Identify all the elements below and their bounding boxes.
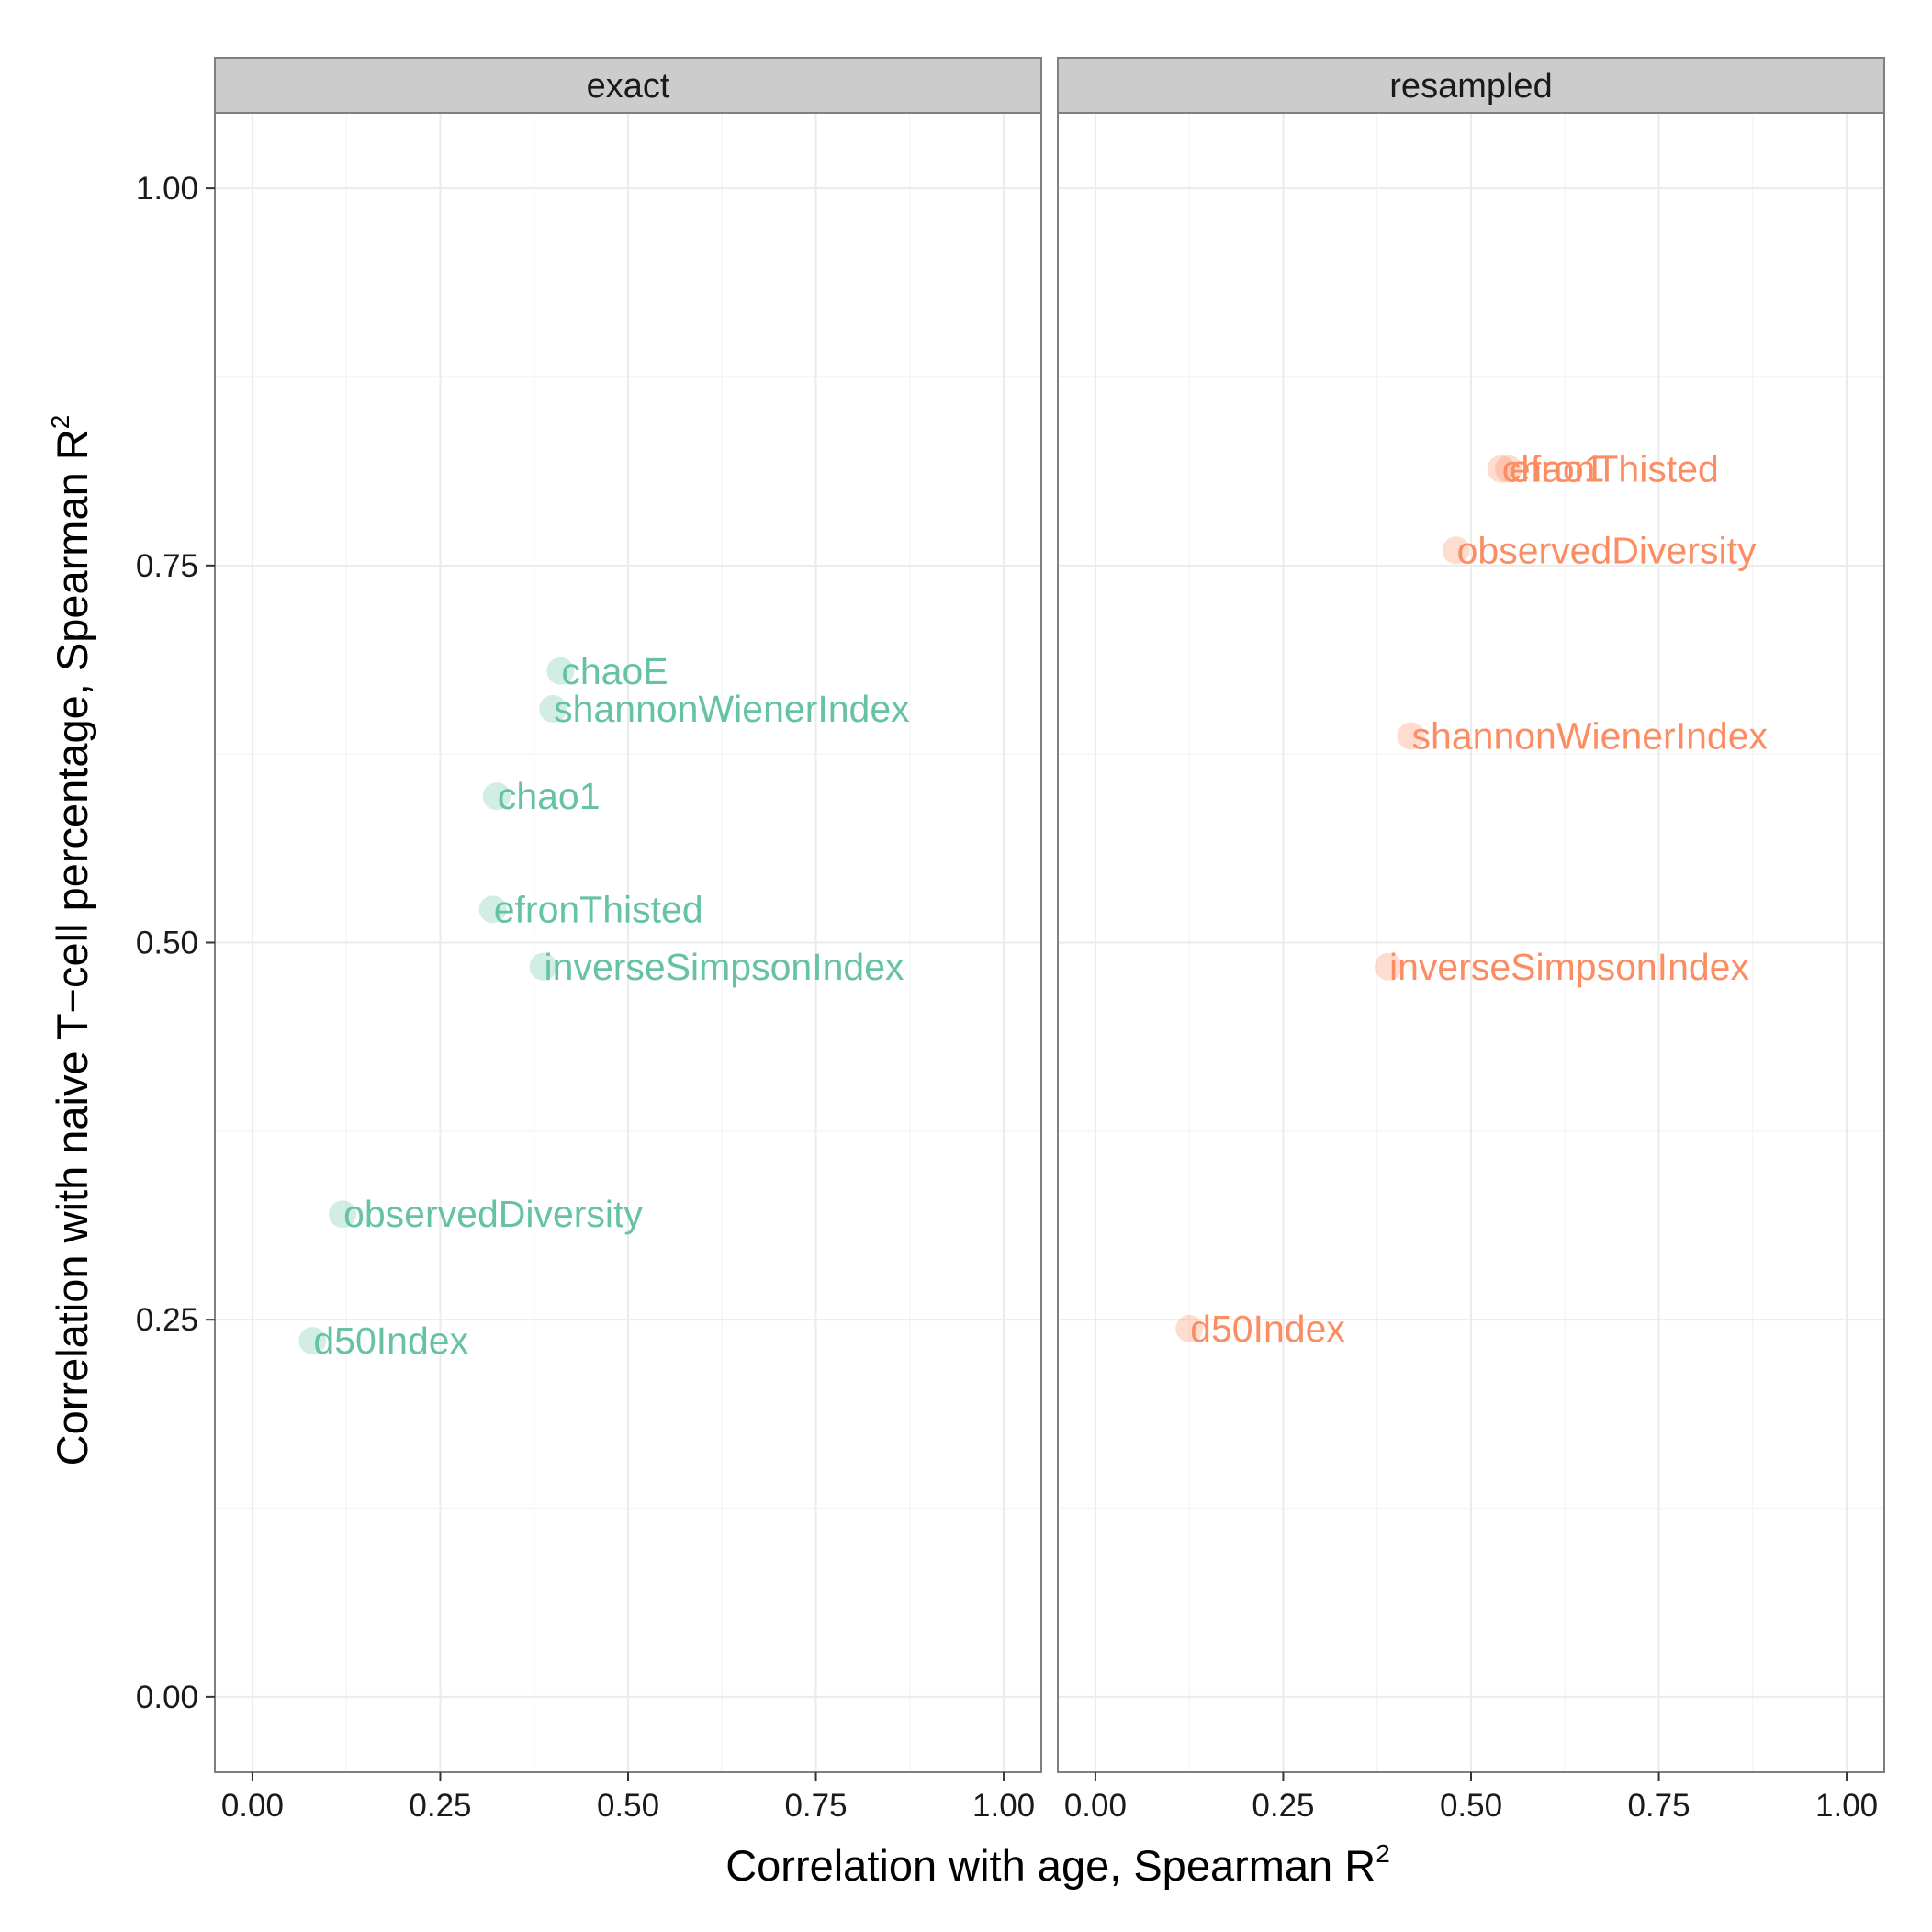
point-exact-d50Index [298,1327,327,1355]
point-exact-chao1 [482,782,511,811]
x-tick-label: 1.00 [1815,1788,1878,1824]
panels-layer: exactchaoEshannonWienerIndexchao1efronTh… [214,57,1885,1773]
point-label-resampled-d50Index: d50Index [1190,1308,1345,1350]
y-tick-label: 0.00 [136,1679,198,1715]
x-tick-label: 0.50 [597,1788,659,1824]
x-axis: 0.00 0.25 0.50 0.75 1.00 0.00 0.25 0.50 0.75 1.00 [221,1772,1878,1824]
x-tick-label: 0.00 [1064,1788,1127,1824]
point-resampled-d50Index [1175,1315,1204,1343]
point-label-resampled-shannonWienerIndex: shannonWienerIndex [1412,714,1769,757]
y-axis-title-superscript: 2 [46,415,74,430]
point-resampled-shannonWienerIndex [1397,722,1425,750]
point-exact-efronThisted [478,895,507,924]
y-tick-label: 0.50 [136,926,198,961]
x-tick-label: 0.00 [221,1788,284,1824]
point-exact-observedDiversity [329,1200,357,1229]
x-axis-title-text: Correlation with age, Spearman R [725,1841,1376,1890]
point-label-exact-inverseSimpsonIndex: inverseSimpsonIndex [545,946,904,988]
x-tick-label: 1.00 [972,1788,1035,1824]
facet-strip-exact [214,57,1042,114]
x-tick-label: 0.25 [1252,1788,1314,1824]
x-tick-label: 0.50 [1440,1788,1502,1824]
facet-label-exact: exact [587,67,670,106]
point-label-resampled-chao1: chao1 [1502,448,1605,490]
x-tick-label: 0.75 [1627,1788,1690,1824]
y-axis-title: Correlation with naive T−cell percentage… [46,415,96,1466]
y-axis: 0.00 0.25 0.50 0.75 1.00 [136,171,215,1715]
facet-strip-resampled [1057,57,1885,114]
facet-label-resampled: resampled [1389,67,1552,106]
point-resampled-chao1 [1487,455,1515,483]
point-label-exact-d50Index: d50Index [313,1320,468,1362]
point-label-resampled-efronThisted: efronThisted [1510,448,1719,490]
y-tick-label: 0.75 [136,548,198,584]
point-label-exact-chao1: chao1 [498,775,601,817]
point-label-exact-chaoE: chaoE [561,650,668,692]
x-axis-title-superscript: 2 [1376,1839,1390,1868]
point-label-resampled-inverseSimpsonIndex: inverseSimpsonIndex [1389,946,1749,988]
x-axis-title: Correlation with age, Spearman R2 [725,1839,1390,1890]
point-label-resampled-observedDiversity: observedDiversity [1457,529,1757,571]
point-exact-chaoE [546,657,575,685]
point-resampled-observedDiversity [1442,536,1470,565]
point-label-exact-efronThisted: efronThisted [494,888,703,930]
point-label-exact-observedDiversity: observedDiversity [343,1193,643,1235]
point-exact-inverseSimpsonIndex [529,952,557,981]
point-label-exact-shannonWienerIndex: shannonWienerIndex [554,688,910,730]
point-resampled-inverseSimpsonIndex [1375,952,1402,981]
x-tick-label: 0.25 [409,1788,471,1824]
y-tick-label: 0.25 [136,1302,198,1338]
x-tick-label: 0.75 [784,1788,847,1824]
point-resampled-efronThisted [1494,455,1522,483]
y-axis-title-text: Correlation with naive T−cell percentage… [48,429,96,1466]
point-exact-shannonWienerIndex [539,694,567,723]
y-tick-label: 1.00 [136,171,198,207]
